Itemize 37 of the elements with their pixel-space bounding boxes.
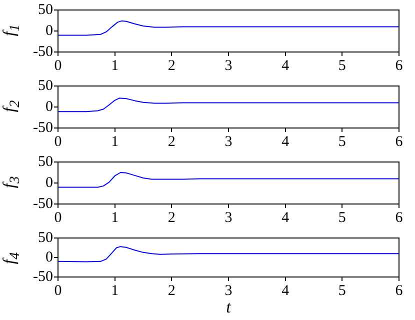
y-tick-label: -50 <box>33 44 53 60</box>
y-tick-label: 0 <box>46 249 53 266</box>
x-tick-label: 4 <box>282 282 290 299</box>
x-tick-label: 5 <box>338 58 346 74</box>
y-tick-label: 50 <box>38 154 53 170</box>
x-tick-label: 6 <box>395 134 404 150</box>
y-tick-label: -50 <box>33 120 53 136</box>
x-tick-label: 3 <box>224 134 232 150</box>
x-tick-label: 4 <box>282 58 290 74</box>
x-tick-label: 1 <box>111 58 119 74</box>
y-tick-label: 0 <box>46 22 53 39</box>
x-tick-label: 6 <box>395 282 404 299</box>
x-tick-label: 5 <box>338 134 346 150</box>
x-tick-label: 2 <box>168 58 176 74</box>
x-tick-label: 4 <box>282 210 290 226</box>
x-tick-label: 3 <box>224 282 232 299</box>
y-tick-label: 50 <box>38 78 53 94</box>
y-tick-label: 50 <box>38 2 53 18</box>
x-tick-label: 2 <box>168 134 176 150</box>
y-tick-label: -50 <box>33 196 53 212</box>
x-axis-title: t <box>226 297 232 316</box>
x-tick-label: 5 <box>338 282 346 299</box>
y-tick-label: 50 <box>38 230 53 246</box>
y-tick-label: 0 <box>46 174 53 191</box>
y-tick-label: 0 <box>46 98 53 115</box>
y-tick-label: -50 <box>33 268 53 285</box>
x-tick-label: 6 <box>395 58 404 74</box>
x-tick-label: 3 <box>224 210 232 226</box>
x-tick-label: 6 <box>395 210 404 226</box>
x-tick-label: 2 <box>168 210 176 226</box>
x-tick-label: 2 <box>168 282 176 299</box>
x-tick-label: 1 <box>111 210 119 226</box>
x-tick-label: 1 <box>111 282 119 299</box>
x-tick-label: 5 <box>338 210 346 226</box>
x-tick-label: 4 <box>282 134 290 150</box>
x-tick-label: 1 <box>111 134 119 150</box>
x-tick-label: 3 <box>224 58 232 74</box>
